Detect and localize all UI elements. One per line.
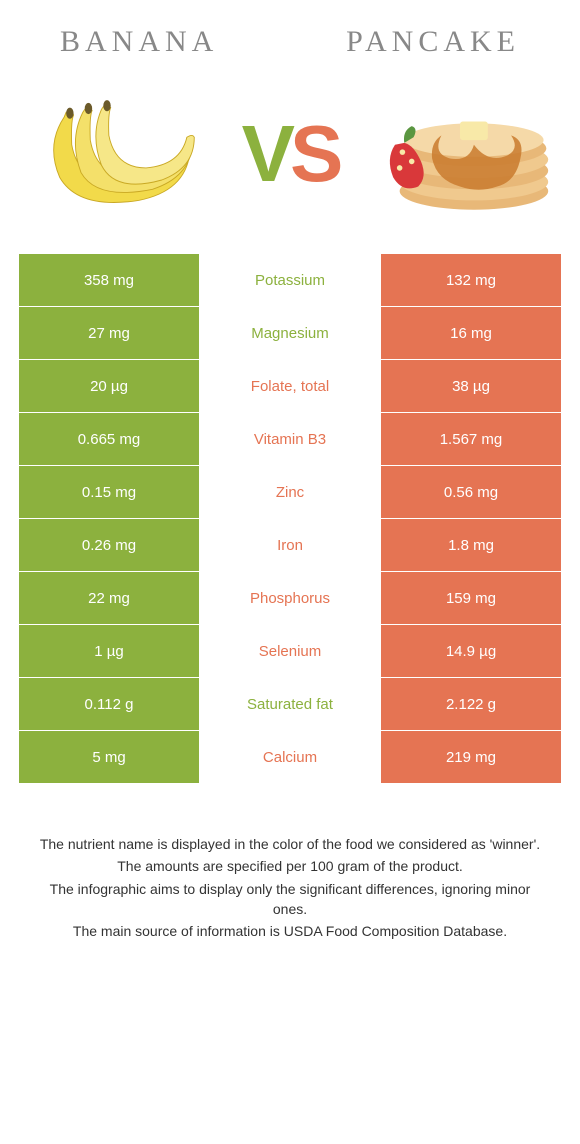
nutrient-label-cell: Zinc bbox=[199, 466, 381, 519]
footer-notes: The nutrient name is displayed in the co… bbox=[0, 784, 580, 941]
footer-line: The main source of information is USDA F… bbox=[35, 921, 545, 941]
nutrient-row: 0.26 mgIron1.8 mg bbox=[19, 519, 561, 572]
left-value-cell: 1 µg bbox=[19, 625, 199, 678]
right-value-cell: 132 mg bbox=[381, 254, 561, 307]
nutrient-row: 0.665 mgVitamin B31.567 mg bbox=[19, 413, 561, 466]
footer-line: The nutrient name is displayed in the co… bbox=[35, 834, 545, 854]
nutrient-label-cell: Iron bbox=[199, 519, 381, 572]
left-value-cell: 0.665 mg bbox=[19, 413, 199, 466]
nutrient-label-cell: Folate, total bbox=[199, 360, 381, 413]
nutrient-row: 22 mgPhosphorus159 mg bbox=[19, 572, 561, 625]
right-value-cell: 1.8 mg bbox=[381, 519, 561, 572]
pancake-icon bbox=[365, 89, 555, 219]
nutrient-label-cell: Potassium bbox=[199, 254, 381, 307]
left-value-cell: 358 mg bbox=[19, 254, 199, 307]
nutrient-row: 1 µgSelenium14.9 µg bbox=[19, 625, 561, 678]
left-value-cell: 0.26 mg bbox=[19, 519, 199, 572]
right-food-title: Pancake bbox=[346, 25, 520, 59]
vs-label: VS bbox=[242, 108, 339, 200]
nutrient-row: 20 µgFolate, total38 µg bbox=[19, 360, 561, 413]
images-row: VS bbox=[0, 74, 580, 254]
left-value-cell: 20 µg bbox=[19, 360, 199, 413]
vs-s-letter: S bbox=[290, 108, 338, 200]
footer-line: The amounts are specified per 100 gram o… bbox=[35, 856, 545, 876]
right-value-cell: 159 mg bbox=[381, 572, 561, 625]
nutrient-table: 358 mgPotassium132 mg27 mgMagnesium16 mg… bbox=[19, 254, 561, 784]
header-row: Banana Pancake bbox=[0, 0, 580, 74]
right-value-cell: 1.567 mg bbox=[381, 413, 561, 466]
left-value-cell: 0.112 g bbox=[19, 678, 199, 731]
left-value-cell: 5 mg bbox=[19, 731, 199, 784]
pancake-image bbox=[360, 84, 560, 224]
nutrient-row: 27 mgMagnesium16 mg bbox=[19, 307, 561, 360]
right-value-cell: 16 mg bbox=[381, 307, 561, 360]
nutrient-row: 358 mgPotassium132 mg bbox=[19, 254, 561, 307]
nutrient-row: 5 mgCalcium219 mg bbox=[19, 731, 561, 784]
infographic-container: Banana Pancake VS bbox=[0, 0, 580, 941]
left-value-cell: 27 mg bbox=[19, 307, 199, 360]
banana-image bbox=[20, 84, 220, 224]
right-value-cell: 2.122 g bbox=[381, 678, 561, 731]
right-value-cell: 14.9 µg bbox=[381, 625, 561, 678]
nutrient-label-cell: Saturated fat bbox=[199, 678, 381, 731]
nutrient-row: 0.15 mgZinc0.56 mg bbox=[19, 466, 561, 519]
banana-icon bbox=[25, 89, 215, 219]
right-value-cell: 219 mg bbox=[381, 731, 561, 784]
nutrient-row: 0.112 gSaturated fat2.122 g bbox=[19, 678, 561, 731]
nutrient-label-cell: Vitamin B3 bbox=[199, 413, 381, 466]
nutrient-label-cell: Phosphorus bbox=[199, 572, 381, 625]
vs-v-letter: V bbox=[242, 108, 290, 200]
nutrient-label-cell: Magnesium bbox=[199, 307, 381, 360]
left-value-cell: 0.15 mg bbox=[19, 466, 199, 519]
left-value-cell: 22 mg bbox=[19, 572, 199, 625]
right-value-cell: 38 µg bbox=[381, 360, 561, 413]
nutrient-label-cell: Selenium bbox=[199, 625, 381, 678]
footer-line: The infographic aims to display only the… bbox=[35, 879, 545, 920]
right-value-cell: 0.56 mg bbox=[381, 466, 561, 519]
nutrient-label-cell: Calcium bbox=[199, 731, 381, 784]
left-food-title: Banana bbox=[60, 25, 218, 59]
